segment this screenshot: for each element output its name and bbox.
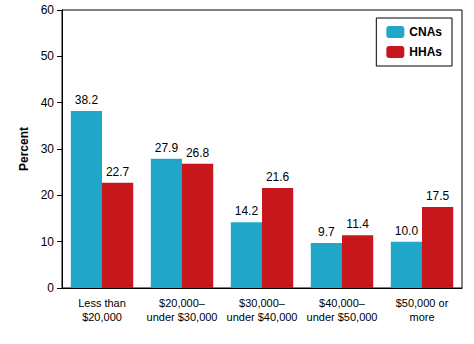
svg-text:Less than: Less than <box>78 297 126 309</box>
svg-text:under $50,000: under $50,000 <box>307 311 378 323</box>
svg-text:10: 10 <box>41 235 55 249</box>
svg-text:30: 30 <box>41 142 55 156</box>
svg-text:CNAs: CNAs <box>409 25 442 39</box>
svg-text:$30,000–: $30,000– <box>239 297 286 309</box>
svg-text:HHAs: HHAs <box>409 45 442 59</box>
svg-text:more: more <box>409 311 434 323</box>
svg-text:under $40,000: under $40,000 <box>227 311 298 323</box>
svg-text:21.6: 21.6 <box>266 170 290 184</box>
svg-text:$50,000 or: $50,000 or <box>396 297 449 309</box>
svg-text:40: 40 <box>41 96 55 110</box>
svg-text:Percent: Percent <box>17 127 31 171</box>
svg-text:$40,000–: $40,000– <box>319 297 366 309</box>
svg-text:60: 60 <box>41 3 55 17</box>
svg-text:10.0: 10.0 <box>395 224 419 238</box>
svg-text:20: 20 <box>41 188 55 202</box>
svg-text:17.5: 17.5 <box>426 189 450 203</box>
svg-text:0: 0 <box>47 281 54 295</box>
svg-text:under $30,000: under $30,000 <box>147 311 218 323</box>
svg-text:14.2: 14.2 <box>235 204 259 218</box>
svg-text:38.2: 38.2 <box>75 93 99 107</box>
svg-text:50: 50 <box>41 49 55 63</box>
svg-text:27.9: 27.9 <box>155 141 179 155</box>
svg-text:22.7: 22.7 <box>106 165 130 179</box>
svg-text:26.8: 26.8 <box>186 146 210 160</box>
svg-text:11.4: 11.4 <box>346 217 369 231</box>
svg-text:$20,000–: $20,000– <box>159 297 206 309</box>
svg-text:$20,000: $20,000 <box>82 311 122 323</box>
svg-text:9.7: 9.7 <box>318 225 335 239</box>
